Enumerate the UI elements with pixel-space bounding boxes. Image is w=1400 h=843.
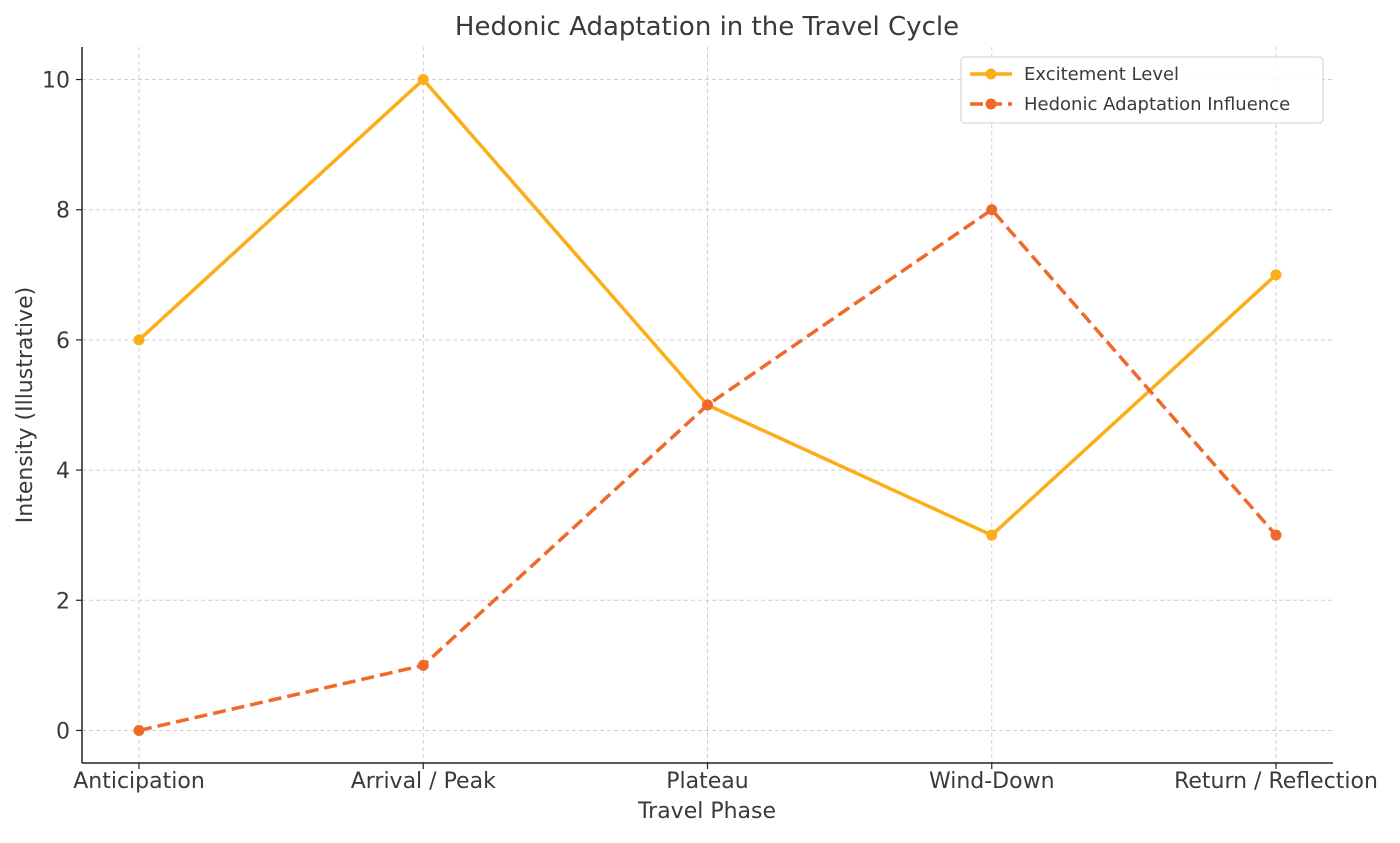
grid bbox=[82, 47, 1333, 763]
legend-item: Hedonic Adaptation Influence bbox=[970, 94, 1290, 115]
legend-label: Hedonic Adaptation Influence bbox=[1024, 94, 1290, 115]
series-2 bbox=[133, 204, 1282, 736]
data-point bbox=[133, 334, 145, 346]
data-point bbox=[702, 399, 713, 411]
legend-label: Excitement Level bbox=[1024, 64, 1179, 85]
tick-labels: 0 2 4 6 8 10 Anticipation Arrival / Peak Plateau… bbox=[42, 69, 1378, 794]
x-tick-label: Anticipation bbox=[73, 769, 205, 794]
series-group bbox=[133, 74, 1282, 736]
x-tick-label: Return / Reflection bbox=[1174, 769, 1378, 794]
legend-box bbox=[960, 56, 1324, 124]
data-point bbox=[417, 659, 429, 671]
x-tick-label: Arrival / Peak bbox=[351, 769, 496, 794]
legend-item: Excitement Level bbox=[970, 64, 1179, 85]
x-tick-label: Plateau bbox=[666, 769, 748, 794]
chart-title: Hedonic Adaptation in the Travel Cycle bbox=[455, 12, 959, 42]
y-tick-label: 0 bbox=[56, 719, 70, 744]
data-point bbox=[1270, 269, 1282, 281]
y-tick-label: 2 bbox=[56, 589, 70, 614]
y-tick-label: 6 bbox=[56, 329, 70, 354]
x-axis-label: Travel Phase bbox=[637, 799, 776, 824]
data-point bbox=[986, 204, 998, 216]
y-tick-label: 4 bbox=[56, 459, 70, 484]
data-point bbox=[986, 529, 998, 541]
data-point bbox=[1270, 529, 1282, 541]
legend-marker bbox=[985, 98, 997, 110]
data-point bbox=[133, 724, 145, 736]
x-tick-label: Wind-Down bbox=[929, 769, 1055, 794]
data-point bbox=[417, 74, 429, 86]
y-axis-label: Intensity (Illustrative) bbox=[13, 287, 38, 523]
legend-items: Excitement Level Hedonic Adaptation Influ… bbox=[970, 64, 1290, 115]
y-tick-label: 8 bbox=[56, 199, 70, 224]
y-tick-label: 10 bbox=[42, 69, 70, 94]
legend: Excitement Level Hedonic Adaptation Influ… bbox=[960, 56, 1324, 124]
legend-marker bbox=[985, 68, 997, 80]
